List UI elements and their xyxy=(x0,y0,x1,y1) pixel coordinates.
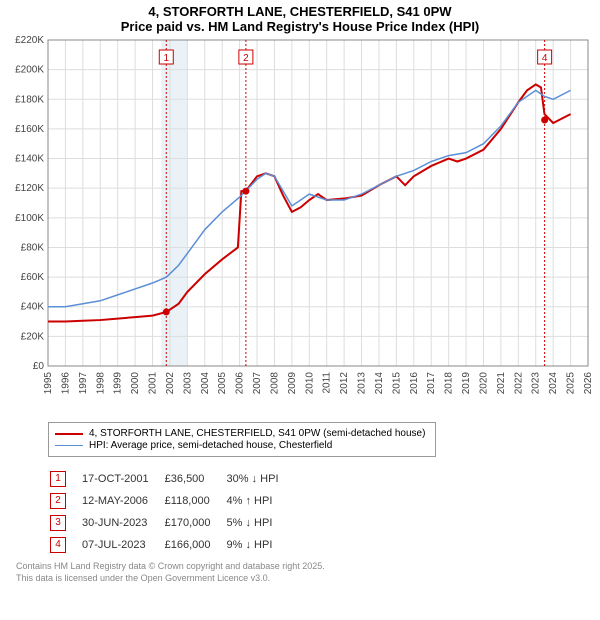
tx-date: 30-JUN-2023 xyxy=(82,513,163,533)
x-tick-label: 2016 xyxy=(409,372,420,395)
table-row: 2 12-MAY-2006£118,0004% ↑ HPI xyxy=(50,491,293,511)
legend-swatch xyxy=(55,445,83,446)
attribution-line1: Contains HM Land Registry data © Crown c… xyxy=(16,561,592,573)
tx-delta: 4% ↑ HPI xyxy=(227,491,293,511)
title-block: 4, STORFORTH LANE, CHESTERFIELD, S41 0PW… xyxy=(8,4,592,34)
x-tick-label: 2005 xyxy=(217,372,228,395)
sale-marker-num: 4 xyxy=(542,53,548,64)
sale-marker-num: 1 xyxy=(163,53,169,64)
tx-delta: 30% ↓ HPI xyxy=(227,469,293,489)
x-tick-label: 2003 xyxy=(182,372,193,395)
y-tick-label: £140K xyxy=(15,154,44,165)
tx-price: £170,000 xyxy=(165,513,225,533)
tx-price: £118,000 xyxy=(165,491,225,511)
tx-date: 07-JUL-2023 xyxy=(82,535,163,555)
title-subtitle: Price paid vs. HM Land Registry's House … xyxy=(8,19,592,34)
y-tick-label: £100K xyxy=(15,213,44,224)
tx-num-cell: 2 xyxy=(50,491,80,511)
legend-row: HPI: Average price, semi-detached house,… xyxy=(55,440,425,451)
x-tick-label: 2014 xyxy=(374,372,385,395)
x-tick-label: 1996 xyxy=(60,372,71,395)
x-tick-label: 2022 xyxy=(513,372,524,395)
legend-label: HPI: Average price, semi-detached house,… xyxy=(89,440,332,451)
y-tick-label: £160K xyxy=(15,124,44,135)
x-tick-label: 2007 xyxy=(252,372,263,395)
tx-delta: 5% ↓ HPI xyxy=(227,513,293,533)
x-tick-label: 2015 xyxy=(391,372,402,395)
x-tick-label: 2009 xyxy=(287,372,298,395)
tx-num: 4 xyxy=(50,537,66,553)
legend: 4, STORFORTH LANE, CHESTERFIELD, S41 0PW… xyxy=(48,422,436,457)
y-tick-label: £220K xyxy=(15,36,44,46)
x-tick-label: 1997 xyxy=(78,372,89,395)
x-tick-label: 2008 xyxy=(269,372,280,395)
table-row: 1 17-OCT-2001£36,50030% ↓ HPI xyxy=(50,469,293,489)
x-tick-label: 2020 xyxy=(478,372,489,395)
attribution: Contains HM Land Registry data © Crown c… xyxy=(16,561,592,584)
x-tick-label: 2012 xyxy=(339,372,350,395)
price-dot xyxy=(242,188,249,195)
y-tick-label: £200K xyxy=(15,65,44,76)
sale-marker-num: 2 xyxy=(243,53,249,64)
x-tick-label: 2025 xyxy=(566,372,577,395)
figure: 4, STORFORTH LANE, CHESTERFIELD, S41 0PW… xyxy=(0,0,600,592)
x-tick-label: 2004 xyxy=(200,372,211,395)
tx-num-cell: 1 xyxy=(50,469,80,489)
x-tick-label: 2013 xyxy=(357,372,368,395)
x-tick-label: 2019 xyxy=(461,372,472,395)
table-row: 4 07-JUL-2023£166,0009% ↓ HPI xyxy=(50,535,293,555)
tx-num: 2 xyxy=(50,493,66,509)
y-tick-label: £20K xyxy=(21,331,45,342)
x-tick-label: 2023 xyxy=(531,372,542,395)
price-dot xyxy=(163,308,170,315)
y-tick-label: £120K xyxy=(15,183,44,194)
legend-label: 4, STORFORTH LANE, CHESTERFIELD, S41 0PW… xyxy=(89,428,425,439)
x-tick-label: 1998 xyxy=(95,372,106,395)
y-tick-label: £80K xyxy=(21,242,45,253)
tx-date: 17-OCT-2001 xyxy=(82,469,163,489)
x-tick-label: 1995 xyxy=(43,372,54,395)
x-tick-label: 2000 xyxy=(130,372,141,395)
y-tick-label: £180K xyxy=(15,94,44,105)
x-tick-label: 2001 xyxy=(148,372,159,395)
x-tick-label: 2010 xyxy=(304,372,315,395)
x-tick-label: 2018 xyxy=(444,372,455,395)
highlight-band xyxy=(161,40,187,366)
legend-swatch xyxy=(55,433,83,435)
y-tick-label: £0 xyxy=(33,361,45,372)
tx-date: 12-MAY-2006 xyxy=(82,491,163,511)
legend-row: 4, STORFORTH LANE, CHESTERFIELD, S41 0PW… xyxy=(55,428,425,439)
table-row: 3 30-JUN-2023£170,0005% ↓ HPI xyxy=(50,513,293,533)
x-tick-label: 2002 xyxy=(165,372,176,395)
tx-price: £166,000 xyxy=(165,535,225,555)
tx-num: 1 xyxy=(50,471,66,487)
attribution-line2: This data is licensed under the Open Gov… xyxy=(16,573,592,585)
chart: £0 £20K £40K £60K £80K £100K £120K £140K £160K £1… xyxy=(8,36,592,416)
x-tick-label: 2011 xyxy=(322,372,333,394)
tx-num-cell: 4 xyxy=(50,535,80,555)
chart-svg: £0 £20K £40K £60K £80K £100K £120K £140K £160K £1… xyxy=(8,36,592,416)
tx-num: 3 xyxy=(50,515,66,531)
y-tick-label: £60K xyxy=(21,272,45,283)
x-tick-label: 2006 xyxy=(235,372,246,395)
x-tick-label: 1999 xyxy=(113,372,124,395)
price-dot xyxy=(541,117,548,124)
x-tick-label: 2026 xyxy=(583,372,592,395)
x-tick-label: 2017 xyxy=(426,372,437,395)
tx-price: £36,500 xyxy=(165,469,225,489)
transactions-table: 1 17-OCT-2001£36,50030% ↓ HPI 2 12-MAY-2006… xyxy=(48,467,295,557)
x-tick-label: 2021 xyxy=(496,372,507,395)
tx-num-cell: 3 xyxy=(50,513,80,533)
y-tick-label: £40K xyxy=(21,302,45,313)
title-address: 4, STORFORTH LANE, CHESTERFIELD, S41 0PW xyxy=(8,4,592,19)
x-tick-label: 2024 xyxy=(548,372,559,395)
tx-delta: 9% ↓ HPI xyxy=(227,535,293,555)
